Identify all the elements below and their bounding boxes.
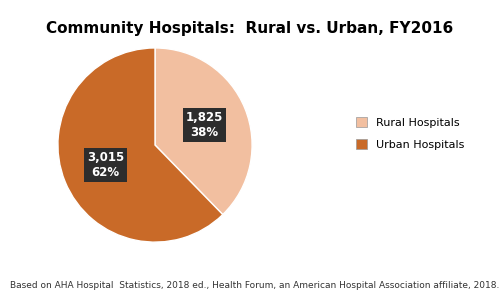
- Text: 1,825
38%: 1,825 38%: [186, 111, 223, 139]
- Wedge shape: [58, 48, 223, 242]
- Text: Community Hospitals:  Rural vs. Urban, FY2016: Community Hospitals: Rural vs. Urban, FY…: [46, 21, 454, 36]
- Wedge shape: [155, 48, 252, 215]
- Text: 3,015
62%: 3,015 62%: [87, 151, 124, 179]
- Text: Based on AHA Hospital  Statistics, 2018 ed., Health Forum, an American Hospital : Based on AHA Hospital Statistics, 2018 e…: [10, 281, 500, 290]
- Legend: Rural Hospitals, Urban Hospitals: Rural Hospitals, Urban Hospitals: [356, 117, 464, 149]
